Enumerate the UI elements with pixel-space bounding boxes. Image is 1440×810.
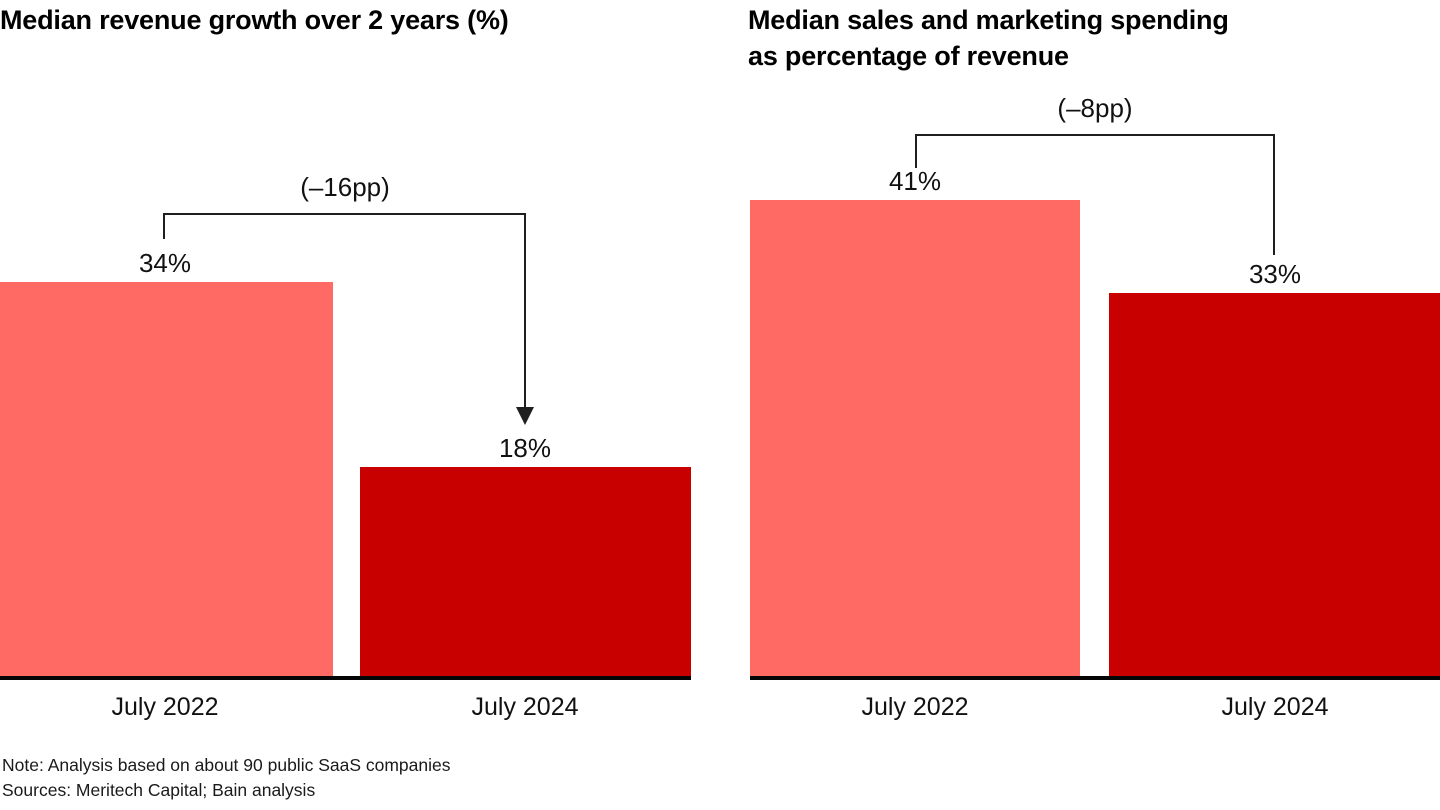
x-axis-label-july-2022: July 2022 <box>111 693 219 721</box>
chart-title-line-2: as percentage of revenue <box>748 41 1069 71</box>
bar-july-2024-spending <box>1109 293 1440 676</box>
footnote-note: Note: Analysis based on about 90 public … <box>2 755 451 775</box>
arrow-down-icon <box>516 407 534 425</box>
bar-july-2024-revenue <box>360 467 691 676</box>
bracket-horizontal-line <box>163 213 526 215</box>
bracket-right-drop-line <box>1273 134 1275 255</box>
x-axis-label-july-2024: July 2024 <box>1221 693 1329 721</box>
x-axis-label-july-2024: July 2024 <box>471 693 579 721</box>
chart-title-sm-spending: Median sales and marketing spending as p… <box>748 2 1388 74</box>
x-axis-baseline <box>0 676 691 680</box>
bracket-horizontal-line <box>915 134 1275 136</box>
bracket-arrow-line <box>524 213 526 409</box>
chart-title-revenue-growth: Median revenue growth over 2 years (%) <box>0 5 509 35</box>
delta-annotation-spending: (–8pp) <box>1057 93 1133 123</box>
x-axis-label-july-2022: July 2022 <box>861 693 969 721</box>
bar-july-2022-spending <box>750 200 1080 676</box>
value-label-2022-spending: 41% <box>888 166 942 196</box>
bracket-left-tick <box>915 134 917 168</box>
footnotes: Note: Analysis based on about 90 public … <box>2 753 451 802</box>
footnote-sources: Sources: Meritech Capital; Bain analysis <box>2 779 316 800</box>
chart-title-line-1: Median sales and marketing spending <box>748 5 1229 35</box>
x-axis-baseline <box>750 676 1440 680</box>
bar-july-2022-revenue <box>0 282 333 676</box>
value-label-2022-revenue: 34% <box>138 248 192 278</box>
delta-annotation-revenue: (–16pp) <box>300 172 390 202</box>
value-label-2024-revenue: 18% <box>498 433 552 463</box>
value-label-2024-spending: 33% <box>1248 259 1302 289</box>
bracket-left-tick <box>163 213 165 239</box>
